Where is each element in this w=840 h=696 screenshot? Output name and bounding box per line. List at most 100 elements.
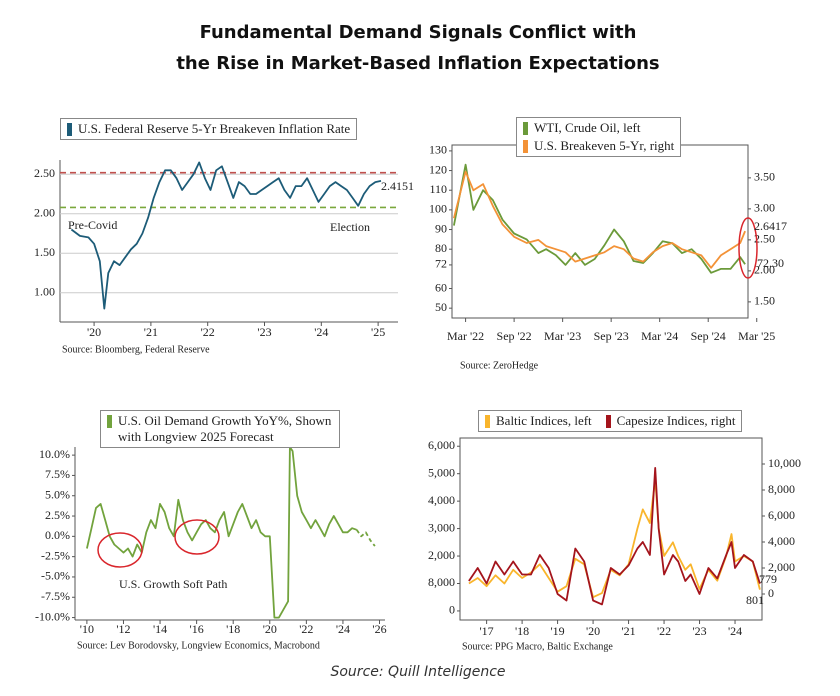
legend-entry: U.S. Breakeven 5-Yr, right <box>523 138 674 154</box>
highlight-ring <box>738 217 758 279</box>
x-tick-label: '22 <box>201 325 215 339</box>
y2-tick-label: 1.50 <box>754 294 775 308</box>
highlight-ring <box>97 532 143 568</box>
chart-source: Source: PPG Macro, Baltic Exchange <box>462 641 613 652</box>
y2-tick-label: 0 <box>768 586 774 600</box>
plot-frame <box>451 144 749 319</box>
x-tick-label: '19 <box>551 624 565 638</box>
legend-entry: Baltic Indices, left <box>485 413 592 429</box>
x-tick-label: '24 <box>314 325 328 339</box>
chart-source: Source: ZeroHedge <box>460 360 539 371</box>
legend-label: WTI, Crude Oil, left <box>534 120 641 135</box>
y-tick-label: 0 <box>449 603 455 617</box>
y-tick-label: 1.00 <box>34 285 55 299</box>
legend-entry: U.S. Oil Demand Growth YoY%, Shown with … <box>107 413 333 445</box>
y2-tick-label: 6,000 <box>768 508 795 522</box>
y2-tick-label: 4,000 <box>768 534 795 548</box>
x-tick-label: Mar '25 <box>738 329 775 343</box>
series-line <box>453 163 746 274</box>
x-tick-label: '24 <box>728 624 742 638</box>
x-tick-label: '20 <box>87 325 101 339</box>
series-line <box>468 467 761 606</box>
y-tick-label: -5.0% <box>41 569 70 583</box>
y2-tick-label: 3.50 <box>754 170 775 184</box>
x-tick-label: '14 <box>153 622 167 636</box>
series-line <box>453 170 746 269</box>
legend-entry: Capesize Indices, right <box>605 413 736 429</box>
y2-tick-label: 8,000 <box>768 482 795 496</box>
y-tick-label: 60 <box>435 280 447 294</box>
x-tick-label: Mar '23 <box>544 329 581 343</box>
y-tick-label: 100 <box>429 202 447 216</box>
legend-swatch <box>485 415 490 428</box>
annotation: 2.6417 <box>754 219 787 233</box>
y2-tick-label: 2,000 <box>768 560 795 574</box>
y-tick-label: 72 <box>435 257 447 271</box>
x-tick-label: '21 <box>621 624 635 638</box>
y-tick-label: 10.0% <box>39 447 70 461</box>
x-tick-label: '26 <box>372 622 386 636</box>
annotation: Pre-Covid <box>68 218 117 232</box>
annotation: U.S. Growth Soft Path <box>119 577 227 591</box>
x-tick-label: '22 <box>299 622 313 636</box>
x-tick-label: '16 <box>190 622 204 636</box>
y2-tick-label: 2.00 <box>754 263 775 277</box>
x-tick-label: Mar '22 <box>447 329 484 343</box>
y-tick-label: 5,000 <box>428 465 455 479</box>
legend-swatch <box>523 122 528 135</box>
series-line <box>355 529 376 547</box>
chart-source: Source: Lev Borodovsky, Longview Economi… <box>77 640 320 651</box>
y-tick-label: 8,000 <box>428 575 455 589</box>
x-tick-label: Mar '24 <box>641 329 678 343</box>
x-tick-label: '18 <box>226 622 240 636</box>
legend: U.S. Oil Demand Growth YoY%, Shown with … <box>100 410 340 448</box>
legend-label: Capesize Indices, right <box>616 413 736 428</box>
x-tick-label: '23 <box>692 624 706 638</box>
y-tick-label: 130 <box>429 143 447 157</box>
x-tick-label: '10 <box>80 622 94 636</box>
legend-swatch <box>67 123 72 136</box>
x-tick-label: '20 <box>263 622 277 636</box>
annotation: 779 <box>759 572 777 586</box>
legend: Baltic Indices, left Capesize Indices, ri… <box>478 410 743 432</box>
x-tick-label: Sep '24 <box>691 329 726 343</box>
y2-tick-label: 3.00 <box>754 201 775 215</box>
x-tick-label: '20 <box>586 624 600 638</box>
y-tick-label: 1.50 <box>34 245 55 259</box>
chart-source: Source: Bloomberg, Federal Reserve <box>62 344 210 355</box>
series-line <box>86 446 357 619</box>
x-tick-label: '18 <box>515 624 529 638</box>
y2-tick-label: 10,000 <box>768 456 801 470</box>
y2-tick-label: 2.50 <box>754 232 775 246</box>
y-tick-label: -7.5% <box>41 589 70 603</box>
y-tick-label: 4,000 <box>428 493 455 507</box>
y-tick-label: 90 <box>435 221 447 235</box>
y-tick-label: 2.50 <box>34 166 55 180</box>
y-tick-label: 6,000 <box>428 438 455 452</box>
x-tick-label: '23 <box>257 325 271 339</box>
x-tick-label: '22 <box>657 624 671 638</box>
highlight-ring <box>174 519 220 555</box>
y-tick-label: 3,000 <box>428 520 455 534</box>
y-tick-label: 7.5% <box>45 467 70 481</box>
annotation: 801 <box>746 593 764 607</box>
series-line <box>70 161 382 310</box>
plot-frame <box>459 437 763 621</box>
series-line <box>468 478 761 599</box>
page-source: Source: Quill Intelligence <box>330 664 505 680</box>
y-tick-label: -10.0% <box>35 609 70 623</box>
y-tick-label: 110 <box>429 182 447 196</box>
annotation: 72.30 <box>757 256 784 270</box>
x-tick-label: '25 <box>371 325 385 339</box>
annotation: 2.4151 <box>381 179 414 193</box>
y-tick-label: 2.5% <box>45 508 70 522</box>
legend-label: U.S. Breakeven 5-Yr, right <box>534 138 675 153</box>
y-tick-label: 50 <box>435 300 447 314</box>
page-title: the Rise in Market-Based Inflation Expec… <box>176 53 659 74</box>
legend: WTI, Crude Oil, left U.S. Breakeven 5-Yr,… <box>516 117 682 157</box>
legend-swatch <box>605 415 611 428</box>
x-tick-label: '17 <box>480 624 494 638</box>
legend-swatch <box>107 415 112 428</box>
